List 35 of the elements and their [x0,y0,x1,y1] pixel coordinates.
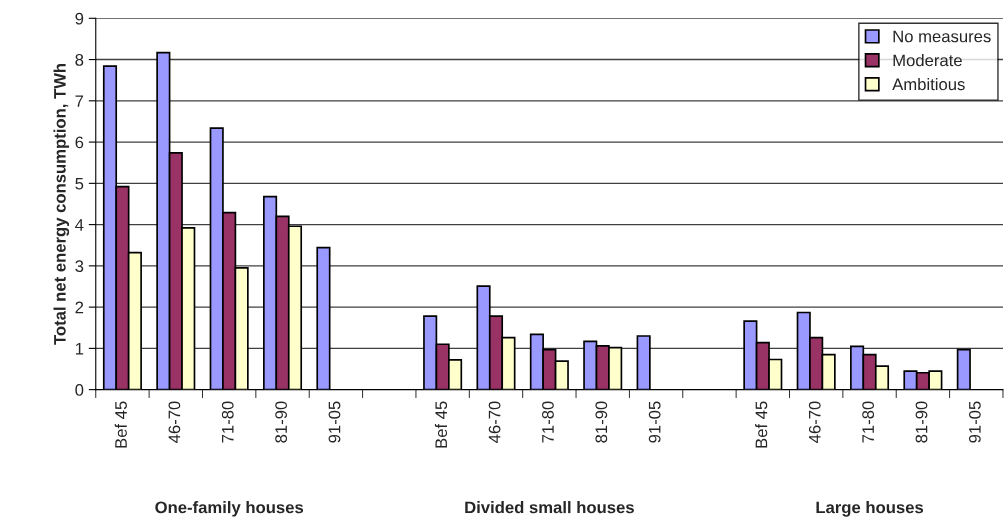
y-tick-label: 3 [75,260,84,273]
bar [636,335,651,390]
x-tick-label: Bef 45 [434,401,448,448]
legend-label: No measures [893,30,991,43]
x-tick-label: 91-05 [968,401,981,443]
legend-label: Ambitious [892,77,965,91]
text: One-family houses [155,501,304,517]
x-tick-label: 81-90 [275,401,288,443]
x-tick-label: 81-90 [915,401,928,443]
bar [316,246,331,390]
y-tick-label: 6 [75,136,84,149]
y-tick-label: 2 [75,301,84,314]
y-tick-label: 9 [75,12,84,25]
x-tick-label: Bef 45 [114,401,127,448]
x-tick-label: Bef 45 [755,401,768,448]
y-tick-label: 8 [75,53,84,66]
y-axis-title: Total net energy consumption, TWh [53,63,70,345]
x-tick-label: 91-05 [328,401,341,443]
x-tick-label: 91-05 [648,401,661,443]
bar [956,348,971,390]
y-tick-label: 0 [75,384,84,396]
y-tick-label: 1 [75,342,84,355]
legend-label: Moderate [893,54,962,67]
x-tick-label: 71-80 [221,401,234,443]
y-tick-label: 4 [75,219,84,231]
x-tick-label: 46-70 [488,401,501,443]
y-tick-label: 5 [75,177,84,190]
x-tick-label: 81-90 [595,401,608,443]
x-tick-label: 46-70 [808,401,821,443]
x-tick-label: 71-80 [542,401,554,443]
y-tick-label: 7 [75,95,84,107]
x-tick-label: 46-70 [168,401,181,443]
text: Large houses [816,501,924,517]
text: Divided small houses [465,501,634,514]
x-tick-label: 71-80 [862,401,875,443]
